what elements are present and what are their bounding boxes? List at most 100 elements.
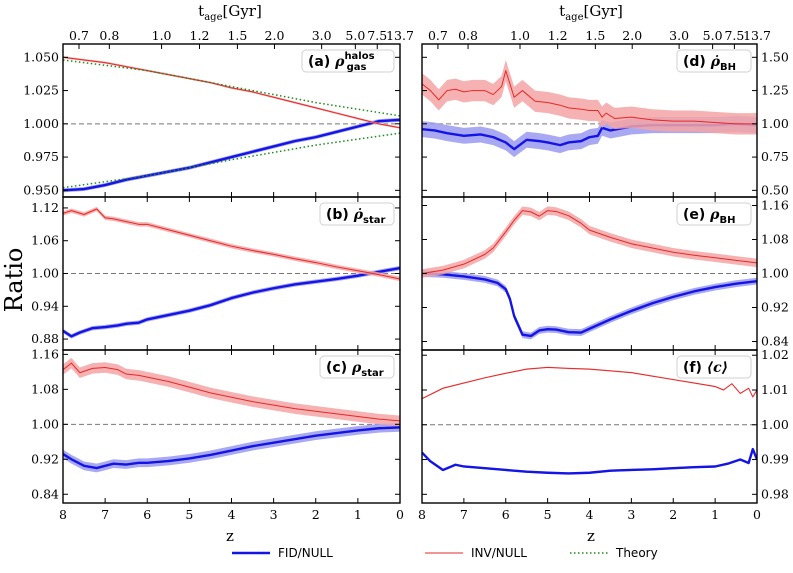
x-tick-label: 7 [460,507,468,522]
top-tick-label: 2.0 [265,28,285,43]
panel-label-sub: BH [720,62,736,73]
series-inv-null [422,366,757,400]
y-tick-label: 0.950 [23,182,59,197]
top-tick-label: 3.0 [312,28,332,43]
x-tick-label: 1 [711,507,719,522]
y-tick-label: 0.84 [761,334,789,349]
svg-text:tage[Gyr]: tage[Gyr] [559,2,623,23]
panel-label-symbol: ρ [351,360,362,376]
panel-label-text: (d) ρ̇BH [683,53,736,73]
top-tick-label: 5.0 [345,28,365,43]
top-tick-label: 1.5 [585,28,605,43]
x-tick-label: 4 [228,507,236,522]
panel-label-b: (b) ρ̇star [319,202,395,226]
y-tick-label: 0.84 [31,486,59,501]
top-tick-label: 1.2 [548,28,568,43]
legend: FID/NULL INV/NULL Theory [232,546,658,560]
x-tick-label: 6 [143,507,151,522]
panel-label-text: (f) ⟨c⟩ [683,360,728,376]
top-tick-label: 2.0 [622,28,642,43]
y-tick-label: 1.025 [23,83,59,98]
label-box [676,355,752,379]
x-tick-label: 8 [59,507,67,522]
y-tick-label: 1.000 [23,116,59,131]
band-inv-null [422,59,757,135]
panel-label-sub: BH [719,215,735,226]
legend-label: FID/NULL [278,546,333,560]
band-inv-null [422,366,757,400]
top-axis-label-left: tage[Gyr] [198,2,262,23]
panel-label-text: (c) ρstar [326,360,384,379]
x-axis-label-right: z [587,527,595,545]
series-fid-null [63,118,400,192]
plot-area-e [422,206,757,340]
plot-area-b [63,206,400,339]
series-fid-null [422,272,757,338]
x-tick-label: 5 [544,507,552,522]
top-tick-label: 1.5 [227,28,247,43]
panel-label-c: (c) ρstar [319,355,395,379]
panel-label-letter: (a) [308,54,335,70]
y-tick-label: 1.16 [761,198,789,213]
top-tick-label: 13.7 [743,28,771,43]
label-box [319,202,395,226]
plot-area-f [422,366,757,475]
series-inv-null [422,210,757,274]
series-theory-upper [63,59,400,117]
panel-d: 0.50 0.75 1.00 1.25 1.50 0.7 0.8 1.0 1.2 1.5 2.0 3.… [421,28,789,198]
y-tick-label: 0.75 [761,149,789,164]
top-tick-label: 3.0 [669,28,689,43]
panel-b: 0.88 0.94 1.00 1.06 1.12 (b) ρ̇star [31,196,401,351]
panel-label-letter: (d) [683,54,711,70]
panel-label-d: (d) ρ̇BH [676,49,752,73]
panel-label-text: (a) ρhalos gas [308,51,375,73]
y-tick-label: 0.92 [31,451,59,466]
y-tick-label: 1.050 [23,49,59,64]
legend-label: INV/NULL [471,546,527,560]
legend-item-theory: Theory [570,546,658,560]
panel-label-e: (e) ρBH [676,202,752,226]
y-tick-label: 1.01 [761,382,789,397]
y-tick-label: 1.08 [761,232,789,247]
top-tick-label: 7.5 [367,28,387,43]
x-tick-label: 5 [185,507,193,522]
series-fid-null [63,266,400,338]
y-tick-label: 1.00 [31,266,59,281]
x-tick-label: 2 [312,507,320,522]
y-tick-label: 1.06 [31,233,59,248]
panel-label-a: (a) ρhalos gas [301,49,395,73]
plot-area-d [422,59,757,158]
y-tick-label: 1.25 [761,83,789,98]
panel-c: 0.84 0.92 1.00 1.08 1.16 0 1 2 3 4 5 6 7 8 (c) ρstar [31,346,404,522]
band-inv-null [63,56,400,129]
panel-label-letter: (b) [326,207,354,223]
y-tick-label: 1.12 [31,200,59,215]
band-fid-null [422,448,757,475]
plot-area-a [63,56,400,193]
y-tick-label: 1.50 [761,49,789,64]
panel-label-symbol: ρ [334,54,345,70]
plot-area-c [63,357,400,473]
y-tick-label: 0.92 [761,300,789,315]
x-axis-label-left: z [226,527,234,545]
x-tick-label: 8 [418,507,426,522]
series-inv-null [63,208,400,280]
y-tick-label: 0.50 [761,182,789,197]
x-tick-label: 3 [270,507,278,522]
top-tick-label: 13.7 [386,28,414,43]
top-tick-label: 1.0 [152,28,172,43]
panel-label-sub: gas [347,62,367,73]
x-tick-label: 3 [627,507,635,522]
series-fid-null [63,426,400,470]
y-tick-label: 0.98 [761,486,789,501]
x-tick-label: 1 [354,507,362,522]
y-tick-label: 0.99 [761,452,789,467]
panel-label-sub: star [361,368,383,379]
y-axis-label: Ratio [0,248,28,313]
series-fid-null [422,447,757,475]
y-tick-label: 0.88 [31,331,59,346]
top-tick-label: 5.0 [703,28,723,43]
label-box [319,355,395,379]
top-axis-label-t: t [198,2,204,20]
top-axis-label-t-right: t [559,2,565,20]
